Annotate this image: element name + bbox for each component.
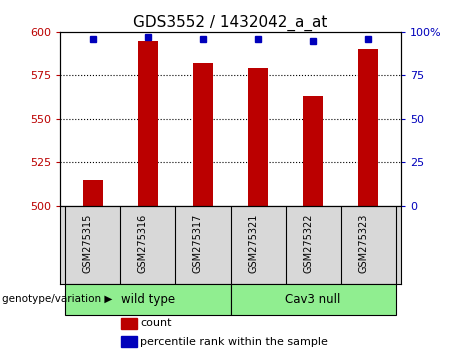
- Bar: [83, 179, 103, 206]
- Bar: [65, 284, 230, 315]
- Text: genotype/variation ▶: genotype/variation ▶: [2, 294, 112, 304]
- Text: GSM275322: GSM275322: [303, 213, 313, 273]
- Text: percentile rank within the sample: percentile rank within the sample: [140, 337, 328, 347]
- Title: GDS3552 / 1432042_a_at: GDS3552 / 1432042_a_at: [133, 14, 328, 30]
- Bar: [359, 49, 378, 206]
- Text: GSM275323: GSM275323: [358, 213, 368, 273]
- Text: GSM275316: GSM275316: [138, 213, 148, 273]
- Bar: [303, 96, 323, 206]
- Text: Cav3 null: Cav3 null: [285, 293, 341, 306]
- Text: GSM275321: GSM275321: [248, 213, 258, 273]
- Text: GSM275317: GSM275317: [193, 213, 203, 273]
- Bar: [248, 68, 268, 206]
- Bar: [193, 63, 213, 206]
- Text: count: count: [140, 318, 171, 329]
- Text: GSM275315: GSM275315: [83, 213, 93, 273]
- Text: wild type: wild type: [121, 293, 175, 306]
- Bar: [121, 318, 136, 329]
- Bar: [138, 41, 158, 206]
- Bar: [230, 284, 396, 315]
- Bar: [121, 336, 136, 347]
